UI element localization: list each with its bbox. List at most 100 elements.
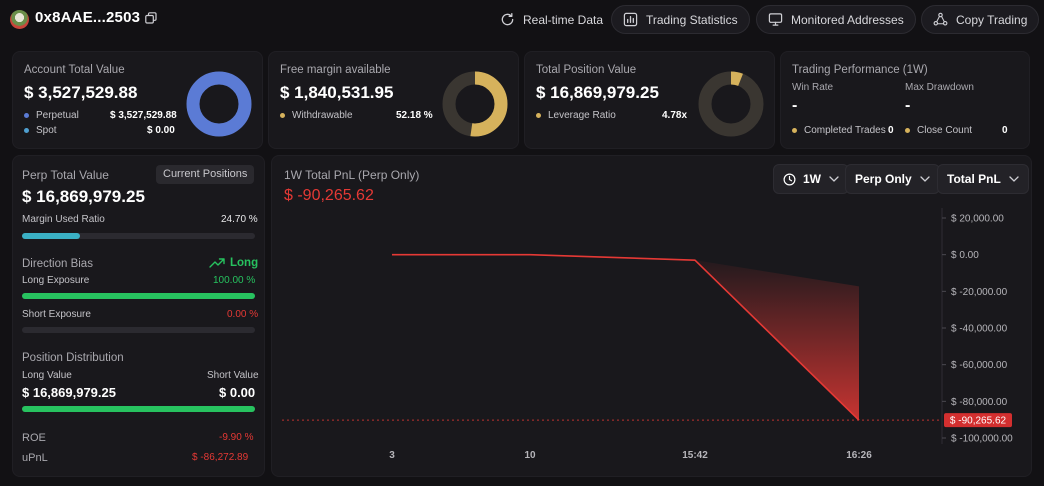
y-tick-label: $ -40,000.00: [951, 324, 1008, 335]
copy-trading-label: Copy Trading: [956, 12, 1028, 27]
short-exposure-bar: [22, 327, 255, 333]
chevron-down-icon: [1009, 176, 1019, 182]
perpetual-value: $ 3,527,529.88: [110, 110, 177, 121]
pnl-chart-title: 1W Total PnL (Perp Only): [284, 168, 420, 182]
trading-performance-card: Trading Performance (1W) Win Rate - Max …: [780, 51, 1030, 149]
leverage-donut-track: [698, 71, 764, 137]
position-distribution-bar: [22, 406, 255, 412]
direction-bias-label: Direction Bias: [22, 258, 93, 270]
monitor-icon: [768, 13, 783, 26]
withdrawable-value: 52.18 %: [396, 110, 433, 121]
leverage-ratio-value: 4.78x: [662, 110, 688, 121]
short-value: $ 0.00: [219, 385, 256, 400]
monitored-addresses-label: Monitored Addresses: [791, 12, 904, 27]
perpetual-dot: [24, 112, 29, 118]
short-exposure-label: Short Exposure: [22, 309, 91, 320]
trading-performance-label: Trading Performance (1W): [792, 64, 928, 76]
margin-used-ratio-label: Margin Used Ratio: [22, 214, 105, 225]
margin-donut-chart: [442, 71, 508, 137]
copy-icon[interactable]: [145, 12, 157, 24]
x-tick-label: 3: [389, 450, 395, 461]
withdrawable-dot: [280, 112, 285, 118]
long-value-label: Long Value: [22, 370, 72, 381]
free-margin-label: Free margin available: [280, 64, 391, 76]
pnl-chart-value: $ -90,265.62: [284, 187, 374, 204]
withdrawable-label: Withdrawable: [280, 110, 353, 121]
spot-value: $ 0.00: [147, 125, 175, 136]
account-total-value-label: Account Total Value: [24, 64, 125, 76]
avatar: [10, 10, 29, 29]
completed-trades-dot: [792, 127, 797, 133]
leverage-dot: [536, 112, 541, 118]
tab-current-positions[interactable]: Current Positions: [156, 165, 255, 184]
long-exposure-value: 100.00 %: [213, 275, 256, 286]
monitored-addresses-button[interactable]: Monitored Addresses: [756, 5, 916, 34]
leverage-donut-fill: [698, 71, 764, 137]
free-margin-card: Free margin available $ 1,840,531.95 Wit…: [268, 51, 519, 149]
roe-label: ROE: [22, 432, 46, 444]
position-distribution-label: Position Distribution: [22, 352, 124, 364]
y-tick-label: $ -80,000.00: [951, 397, 1008, 408]
perp-positions-panel: Perp Total Value Current Positions $ 16,…: [12, 155, 265, 477]
margin-used-bar-fill: [22, 233, 80, 239]
direction-bias-value: Long: [209, 257, 258, 269]
close-count-value: 0: [1002, 125, 1008, 136]
pnl-series-line: [392, 253, 860, 421]
realtime-data-button[interactable]: Real-time Data: [489, 5, 614, 34]
perp-total-value-label: Perp Total Value: [22, 168, 109, 182]
trend-up-icon: [209, 258, 225, 268]
win-rate-value: -: [792, 97, 798, 114]
roe-value: -9.90 %: [219, 432, 254, 443]
range-select-value: 1W: [803, 172, 821, 186]
chevron-down-icon: [920, 176, 930, 182]
clock-icon: [783, 173, 796, 185]
x-tick-label: 15:42: [682, 450, 708, 461]
chevron-down-icon: [829, 176, 839, 182]
account-total-value: $ 3,527,529.88: [24, 83, 138, 102]
free-margin-value: $ 1,840,531.95: [280, 83, 394, 102]
current-value-label: $ -90,265.62: [950, 416, 1007, 427]
copy-trading-icon: [933, 12, 948, 26]
metric-select-value: Total PnL: [947, 172, 1001, 186]
long-exposure-bar: [22, 293, 255, 299]
pnl-chart-panel: 1W Total PnL (Perp Only) $ -90,265.62: [271, 155, 1032, 477]
margin-used-ratio-value: 24.70 %: [221, 214, 258, 225]
y-tick-label: $ 0.00: [951, 250, 979, 261]
y-tick-label: $ 20,000.00: [951, 214, 1004, 225]
total-position-value: $ 16,869,979.25: [536, 83, 659, 102]
margin-used-bar: [22, 233, 255, 239]
close-count-label: Close Count: [905, 125, 972, 136]
y-tick-label: $ -60,000.00: [951, 360, 1008, 371]
metric-select[interactable]: Total PnL: [937, 164, 1029, 194]
current-value-badge: [944, 413, 1012, 428]
long-exposure-bar-fill: [22, 293, 255, 299]
short-value-label: Short Value: [207, 370, 259, 381]
max-drawdown-label: Max Drawdown: [905, 82, 974, 93]
max-drawdown-value: -: [905, 97, 911, 114]
copy-trading-button[interactable]: Copy Trading: [921, 5, 1040, 34]
account-total-value-card: Account Total Value $ 3,527,529.88 Perpe…: [12, 51, 263, 149]
margin-donut-withdrawable: [442, 71, 508, 137]
position-distribution-bar-fill: [22, 406, 255, 412]
win-rate-label: Win Rate: [792, 82, 834, 93]
spot-label: Spot: [24, 125, 57, 136]
trading-statistics-button[interactable]: Trading Statistics: [611, 5, 750, 34]
total-position-label: Total Position Value: [536, 64, 637, 76]
leverage-donut-chart: [698, 71, 764, 137]
wallet-address: 0x8AAE...2503: [35, 9, 141, 26]
upnl-label: uPnL: [22, 452, 48, 464]
completed-trades-label: Completed Trades: [792, 125, 886, 136]
mode-select[interactable]: Perp Only: [845, 164, 940, 194]
x-tick-label: 10: [524, 450, 536, 461]
account-donut-perpetual: [186, 71, 252, 137]
bar-chart-icon: [623, 12, 638, 27]
short-exposure-value: 0.00 %: [227, 309, 259, 320]
refresh-icon: [501, 13, 514, 26]
close-count-dot: [905, 127, 910, 133]
mode-select-value: Perp Only: [855, 172, 912, 186]
y-tick-label: $ -20,000.00: [951, 287, 1008, 298]
range-select[interactable]: 1W: [773, 164, 849, 194]
perpetual-label: Perpetual: [24, 110, 79, 121]
y-tick-label: $ -100,000.00: [951, 434, 1013, 445]
completed-trades-value: 0: [888, 125, 894, 136]
